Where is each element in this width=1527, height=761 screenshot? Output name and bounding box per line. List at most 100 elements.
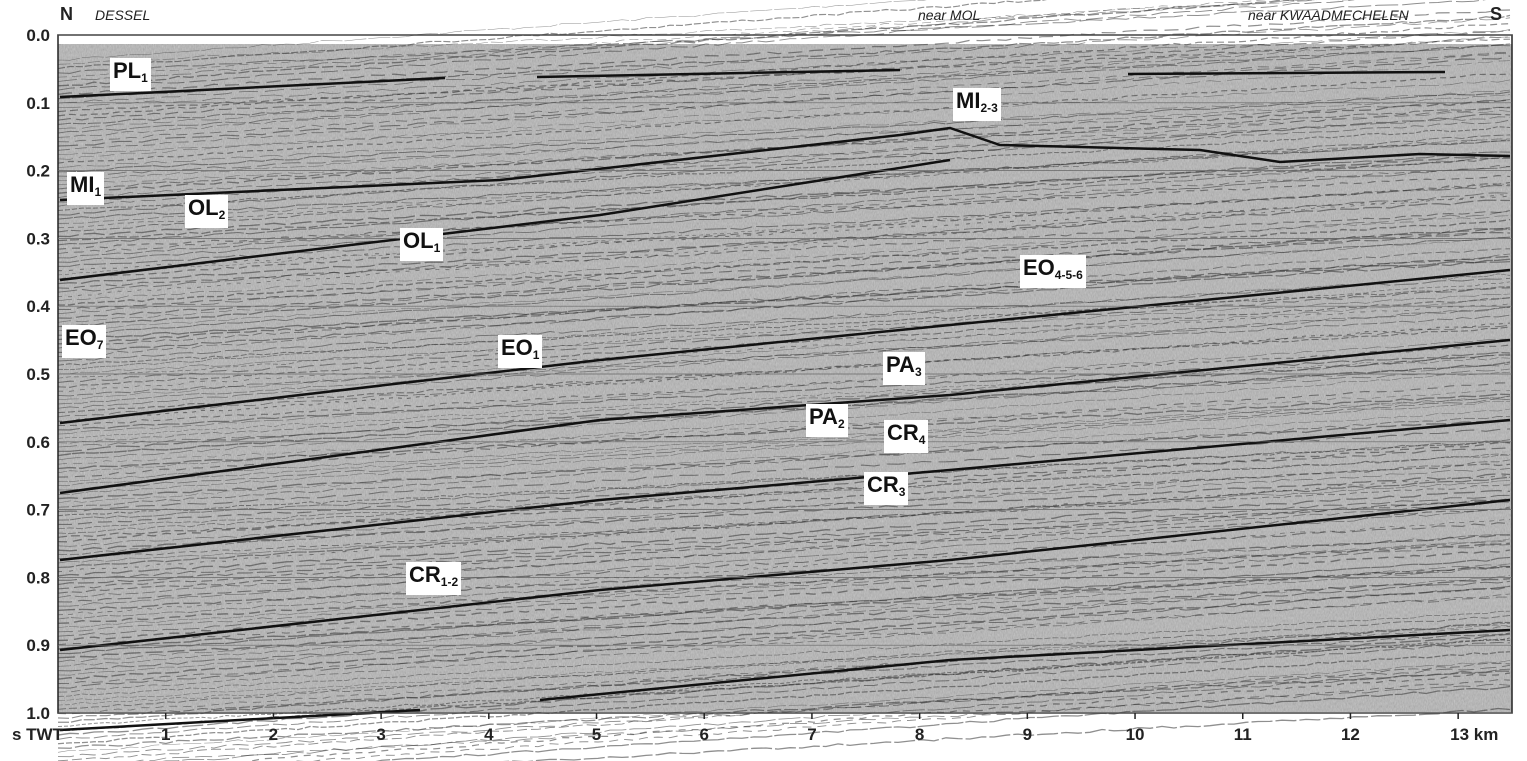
horizon-label: CR4	[884, 420, 929, 453]
horizon-sub: 1	[141, 71, 148, 85]
horizon-name: CR	[409, 562, 441, 587]
texture-line	[57, 363, 1511, 461]
y-tick-label: 0.5	[26, 365, 50, 384]
place-label: near MOL	[918, 7, 981, 23]
texture-line	[57, 428, 1511, 513]
horizon-sub: 2-3	[980, 101, 998, 115]
x-tick-label: 11	[1234, 725, 1252, 744]
texture-line	[57, 474, 1511, 573]
texture-line	[57, 29, 1511, 108]
texture-line	[57, 51, 1511, 143]
texture-line	[57, 0, 1268, 78]
axes: 0.00.10.20.30.40.50.60.70.80.91.01 2 3 4 5 6 7…	[12, 26, 1513, 744]
texture-line	[502, 707, 1511, 761]
x-tick-label: 13 km	[1450, 725, 1498, 744]
texture-line	[57, 9, 1511, 96]
texture-line	[244, 672, 1511, 761]
horizon-label: PA2	[806, 404, 848, 437]
horizon-name: EO	[501, 335, 533, 360]
horizon-sub: 1	[532, 348, 540, 362]
texture-line	[57, 480, 1511, 564]
texture-line	[57, 36, 1511, 138]
texture-line	[57, 501, 1511, 598]
reflector-texture	[57, 0, 1511, 761]
x-tick-label: 12	[1341, 725, 1360, 744]
texture-line	[58, 236, 1511, 336]
texture-line	[57, 297, 1511, 400]
texture-line	[57, 441, 1511, 517]
x-tick-label: 8	[915, 725, 924, 744]
texture-line	[57, 215, 1511, 302]
texture-line	[57, 0, 1355, 65]
texture-line	[57, 542, 1511, 624]
texture-line	[57, 273, 1511, 371]
texture-line	[57, 181, 1511, 280]
texture-line	[57, 506, 1511, 594]
y-tick-label: 0.8	[26, 568, 50, 587]
texture-line	[57, 489, 1511, 577]
texture-line	[57, 116, 1511, 198]
texture-line	[57, 549, 1511, 642]
texture-line	[57, 303, 1511, 392]
x-tick-label: 5	[592, 725, 601, 744]
texture-line	[57, 623, 1511, 706]
y-tick-label: 0.4	[26, 297, 50, 316]
texture-line	[57, 165, 1511, 254]
texture-line	[57, 575, 1511, 676]
texture-line	[57, 538, 1511, 628]
place-label: DESSEL	[95, 7, 151, 23]
texture-line	[57, 408, 1511, 504]
x-tick-label: 1	[161, 725, 170, 744]
texture-line	[57, 155, 1511, 238]
texture-line	[57, 566, 1511, 646]
x-tick-label: 9	[1023, 725, 1032, 744]
texture-line	[57, 55, 1511, 147]
texture-line	[57, 544, 1511, 637]
horizon-label: OL2	[185, 195, 229, 228]
texture-line	[57, 585, 1511, 689]
texture-line	[58, 354, 1511, 452]
texture-line	[162, 668, 1511, 761]
texture-line	[57, 390, 1511, 465]
texture-line	[57, 194, 1511, 298]
texture-line	[58, 344, 1511, 427]
horizon-sub: 1	[433, 241, 441, 255]
y-tick-label: 0.9	[26, 636, 50, 655]
texture-line	[57, 113, 1511, 216]
texture-line	[57, 0, 1047, 70]
texture-line	[57, 192, 1511, 293]
texture-line	[57, 670, 1511, 749]
texture-line	[57, 563, 1511, 663]
texture-line	[57, 44, 1511, 134]
y-tick-label: 1.0	[26, 704, 50, 723]
texture-line	[57, 633, 1511, 736]
texture-line	[57, 484, 1511, 560]
texture-line	[57, 79, 1511, 155]
texture-line	[57, 626, 1511, 715]
section-noise	[58, 44, 1512, 712]
texture-line	[57, 151, 1511, 246]
texture-line	[57, 110, 1511, 185]
texture-line	[57, 307, 1510, 409]
texture-line	[57, 253, 1511, 358]
texture-line	[57, 539, 1511, 633]
texture-line	[57, 326, 1511, 414]
texture-line	[57, 36, 1511, 130]
horizon-sub: 7	[96, 338, 104, 352]
texture-line	[57, 43, 1511, 126]
texture-line	[57, 498, 1511, 586]
texture-line	[57, 518, 1511, 616]
texture-line	[57, 94, 1511, 181]
texture-line	[57, 60, 1511, 160]
texture-line	[57, 660, 1511, 753]
south-label: S	[1490, 4, 1503, 24]
horizon-name: EO	[65, 325, 97, 350]
texture-line	[57, 614, 1511, 710]
texture-line	[57, 473, 1511, 552]
texture-line	[57, 248, 1511, 349]
y-tick-label: 0.6	[26, 433, 50, 452]
texture-line	[57, 286, 1511, 366]
texture-line	[57, 184, 1511, 267]
texture-line	[57, 610, 1511, 697]
horizon-sub: 3	[914, 365, 922, 379]
